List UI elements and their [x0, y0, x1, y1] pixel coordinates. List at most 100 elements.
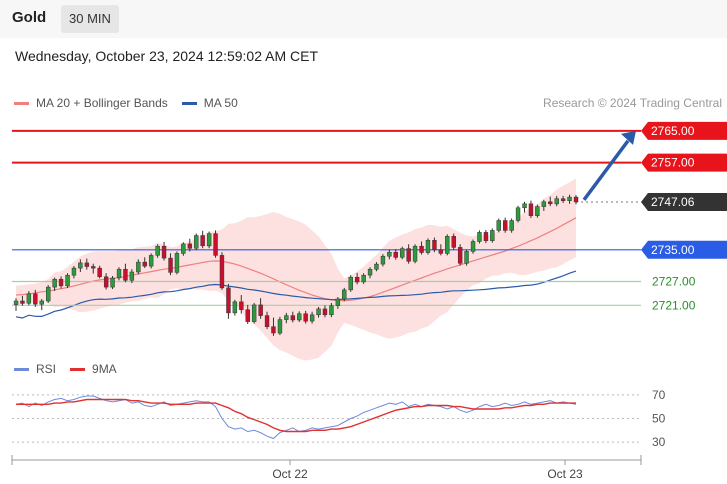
- timeframe-button[interactable]: 30 MIN: [61, 5, 119, 33]
- candle-body: [297, 313, 302, 321]
- candle-body: [20, 300, 25, 304]
- candle-body: [503, 220, 508, 231]
- candle-body: [116, 268, 122, 279]
- legend-item-9ma: 9MA: [70, 362, 117, 376]
- candle-body: [58, 278, 64, 287]
- candle-body: [194, 235, 199, 249]
- candle-body: [303, 313, 308, 322]
- ma50-line: [15, 270, 577, 319]
- candle-body: [161, 245, 167, 259]
- candle-body: [65, 274, 70, 287]
- candle-body: [245, 309, 250, 322]
- candle-body: [361, 274, 366, 283]
- rsi-9ma-line: [16, 398, 576, 433]
- candle-body: [528, 203, 534, 216]
- candle-body: [342, 289, 347, 300]
- candle-body: [316, 308, 321, 316]
- candle-body: [123, 268, 128, 281]
- candle-body: [226, 287, 231, 314]
- candle-body: [251, 304, 257, 322]
- rsi-tick-label: 70: [652, 388, 666, 402]
- candle-body: [457, 247, 463, 264]
- x-tick-label: Oct 22: [272, 467, 308, 481]
- candle-body: [142, 261, 147, 267]
- candle-body: [110, 277, 115, 288]
- candle-body: [200, 235, 205, 247]
- candle-body: [26, 293, 32, 304]
- candle-body: [264, 315, 270, 327]
- candle-body: [560, 198, 566, 201]
- candle-body: [52, 278, 57, 288]
- legend-item-ma20: MA 20 + Bollinger Bands: [14, 96, 168, 110]
- level-label: 2765.00: [651, 124, 695, 138]
- candle-body: [258, 304, 263, 316]
- candle-body: [39, 300, 44, 305]
- candle-body: [541, 201, 547, 207]
- candle-body: [573, 196, 579, 203]
- candle-body: [290, 315, 296, 321]
- candle-body: [174, 253, 180, 273]
- candle-body: [425, 240, 431, 253]
- candle-body: [490, 230, 495, 241]
- level-tag: [641, 153, 727, 172]
- candle-body: [393, 251, 398, 258]
- level-label: 2727.00: [652, 275, 696, 289]
- bollinger-band: [16, 178, 576, 361]
- candle-body: [483, 232, 489, 241]
- instrument-title: Gold: [12, 9, 47, 26]
- x-tick-label: Oct 23: [547, 467, 583, 481]
- rsi-legend: RSI 9MA: [14, 362, 131, 376]
- candle-body: [97, 267, 102, 278]
- level-tag: [641, 121, 727, 140]
- candle-body: [535, 206, 540, 216]
- candle-body: [548, 201, 553, 205]
- candle-body: [148, 255, 154, 267]
- candle-body: [380, 255, 386, 265]
- level-label: 2721.00: [652, 298, 696, 312]
- datetime-label: Wednesday, October 23, 2024 12:59:02 AM …: [15, 48, 318, 64]
- candle-body: [277, 319, 283, 334]
- candle-body: [271, 326, 276, 334]
- candle-body: [419, 245, 424, 253]
- candle-body: [477, 232, 482, 242]
- candle-body: [335, 298, 341, 306]
- candle-body: [322, 308, 328, 316]
- candle-body: [432, 240, 437, 251]
- top-bar: [0, 0, 727, 38]
- rsi-line: [15, 395, 577, 440]
- candle-body: [470, 241, 476, 252]
- candle-body: [232, 301, 238, 314]
- candle-body: [451, 236, 456, 248]
- candle-body: [206, 233, 212, 247]
- candle-body: [78, 262, 83, 269]
- candle-body: [46, 286, 51, 302]
- legend-label: 9MA: [92, 362, 117, 376]
- projection-arrow: [582, 139, 630, 201]
- candle-body: [387, 251, 392, 257]
- rsi-tick-label: 50: [652, 411, 666, 425]
- candle-body: [129, 271, 135, 281]
- candle-body: [181, 243, 186, 254]
- level-label: 2735.00: [651, 243, 695, 257]
- legend-label: MA 20 + Bollinger Bands: [36, 96, 168, 110]
- candle-body: [348, 276, 353, 291]
- candle-body: [33, 293, 38, 305]
- candle-body: [187, 243, 193, 249]
- candle-body: [13, 300, 19, 305]
- main-legend: MA 20 + Bollinger Bands MA 50: [14, 96, 252, 110]
- candle-body: [509, 220, 514, 231]
- candle-body: [284, 315, 289, 320]
- legend-swatch: [14, 367, 29, 371]
- legend-label: RSI: [36, 362, 57, 376]
- candle-body: [213, 233, 218, 256]
- ma20-line: [15, 217, 577, 302]
- legend-swatch: [181, 101, 197, 105]
- candle-body: [219, 255, 225, 289]
- candle-body: [522, 203, 527, 209]
- legend-item-ma50: MA 50: [181, 96, 238, 110]
- level-label: 2747.06: [651, 195, 695, 209]
- legend-label: MA 50: [203, 96, 238, 110]
- candle-body: [515, 207, 521, 221]
- candle-body: [412, 245, 418, 262]
